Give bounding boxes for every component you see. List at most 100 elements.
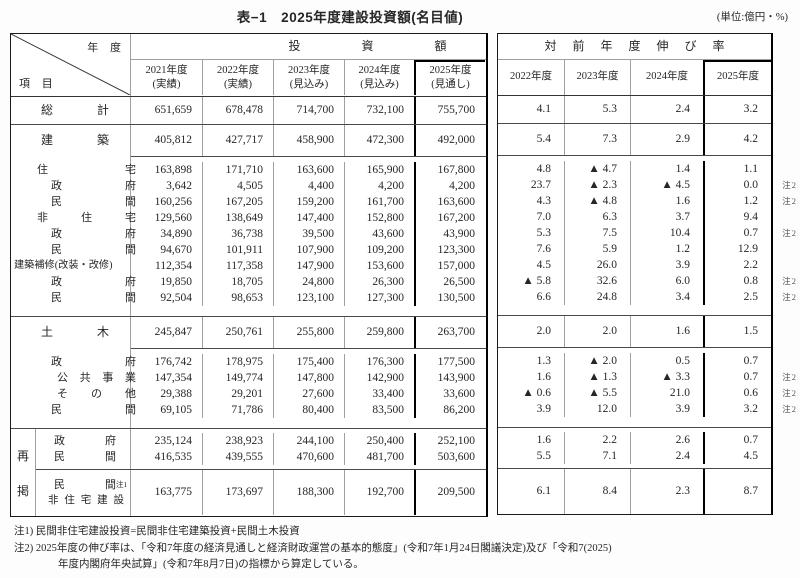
investment-value: 755,700 [414,97,485,124]
year-header-row: 2022年度 2023年度 2024年度 2025年度 [498,60,771,95]
note2-ref: 注2 [782,292,797,302]
growth-value: 7.0 [536,211,551,223]
diagonal-divider-icon [11,34,130,95]
repost-block: 政 府民 間 235,124 238,923 244,100 250,400 252,10… [36,429,486,470]
row-label: 政 府 [51,276,136,288]
investment-value: 112,354 [155,260,192,272]
investment-value: 19,850 [160,276,192,288]
row-label: 政 府 [51,180,136,192]
row-label-line: 民 間 [11,242,136,258]
repost-side-label: 再掲 [11,429,36,516]
investment-value: 26,300 [344,274,414,290]
table-row: ▲ 0.6 ▲ 5.5 21.0 0.6 注2 [498,385,796,401]
growth-value: 2.9 [630,124,703,155]
investment-value: 503,600 [414,449,485,465]
growth-value: 5.3 [536,227,551,239]
footnote-1: 注1) 民間非住宅建設投資=民間非住宅建築投資+民間土木投資 [14,526,300,537]
investment-value: 161,700 [344,194,414,210]
growth-value: 5.3 [564,96,630,123]
label-column: 民 間注1 非住宅建設 [36,470,131,516]
table-row: 3.9 12.0 3.9 3.2 注2 [498,401,796,417]
investment-value: 153,600 [344,258,414,274]
investment-value: 83,500 [344,402,414,418]
investment-value: 160,256 [154,196,192,208]
investment-value: 36,738 [202,226,273,242]
growth-value: 26.0 [564,257,630,273]
growth-value: 3.9 [630,401,703,417]
investment-value: 416,535 [154,451,192,463]
growth-value: 21.0 [630,385,703,401]
growth-value: 1.6 [630,316,703,347]
header-line1: 2025年度 [429,65,472,76]
investment-value: 129,560 [154,212,192,224]
note1-ref: 注1 [116,480,128,489]
growth-value: 4.5 [536,259,551,271]
table-row: 4.3 ▲ 4.8 1.6 1.2 注2 [498,193,796,209]
investment-value: 244,100 [273,433,344,449]
growth-value: 4.2 [703,124,771,155]
investment-value: 4,200 [414,178,485,194]
year-column-header: 2025年度 [703,60,771,95]
note2-ref: 注2 [782,196,797,206]
label-column: 政 府民 間 [36,429,131,469]
data-column: 245,847 250,761 255,800 259,800 263,700 176,7… [131,317,486,428]
row-label-line: 政 府 [11,178,136,194]
row-label-line: 政 府 [36,433,130,449]
footnotes: 注1) 民間非住宅建設投資=民間非住宅建築投資+民間土木投資 注2) 2025年… [14,524,612,574]
growth-value: 9.4 [703,209,771,225]
investment-value: 405,812 [154,134,192,146]
investment-value: 714,700 [273,97,344,124]
row-label-line: 非住宅建設 [36,493,130,508]
detail-block: 163,898 171,710 163,600 165,900 167,800 3,642… [131,157,486,316]
growth-value: 0.8 [703,273,771,289]
growth-value: 3.7 [630,209,703,225]
year-column-header: 2024年度 (見込み) [344,60,414,95]
detail-labels: 政 府公共事業そ の 他民 間 [11,349,136,428]
header-line2: (見込み) [289,78,329,90]
table-row: 23.7 ▲ 2.3 ▲ 4.5 0.0 注2 [498,177,796,193]
corner-cell: 年 度 項 目 [11,34,131,96]
year-column-header: 2025年度 (見通し) [414,60,485,95]
year-header-row: 2021年度 (実績) 2022年度 (実績) 2023年度 (見込み) 2024年度 (見込… [131,60,486,95]
data-column: 235,124 238,923 244,100 250,400 252,100 416,5… [131,429,486,469]
investment-value: 43,600 [344,226,414,242]
row-label-line: 公共事業 [11,370,136,386]
repost-label-char: 再 [16,448,29,463]
growth-value: 2.6 [630,432,703,448]
investment-value: 98,653 [202,290,273,306]
header-line1: 2024年度 [358,65,401,76]
growth-value: 1.3 [536,355,551,367]
year-column-header: 2024年度 [630,60,703,95]
investment-value: 427,717 [202,125,273,156]
table-row: 5.3 7.5 10.4 0.7 注2 [498,225,796,241]
table-row: 3,642 4,505 4,400 4,200 4,200 [131,178,486,194]
growth-value: 0.7 [703,225,771,241]
investment-value: 92,504 [160,292,192,304]
table-row: 235,124 238,923 244,100 250,400 252,100 [131,433,486,449]
table-row: 176,742 178,975 175,400 176,300 177,500 [131,354,486,370]
investment-value: 29,388 [160,388,192,400]
year-column-header: 2023年度 [564,60,630,95]
group-label: 土 木 [11,317,130,349]
investment-value: 167,200 [414,210,485,226]
row-label-line: 建築補修(改装・改修) [11,258,130,274]
investment-value: 147,900 [273,258,344,274]
note2-ref: 注2 [782,180,797,190]
repost-block: 1.6 2.2 2.6 0.7 5.5 7.1 2.4 4.5 [498,428,771,469]
table-row: 4.5 26.0 3.9 2.2 [498,257,771,273]
growth-value: 3.2 [703,401,771,417]
growth-value: ▲ 5.5 [564,385,630,401]
row-label-line: 政 府 [11,274,136,290]
growth-value: 6.1 [536,485,551,497]
investment-value: 159,200 [273,194,344,210]
growth-value: 1.1 [703,161,771,177]
row-label-line: 民 間 [11,402,136,418]
row-label-line: 民 間 [36,449,130,465]
table-section: 2.0 2.0 1.6 1.5 1.3 ▲ 2.0 0.5 0.7 1.6 ▲ 1.3 ▲ 3.3 0… [498,316,796,428]
growth-value: 2.3 [630,469,703,514]
investment-value: 252,100 [414,433,485,449]
table-section: 土 木政 府公共事業そ の 他民 間 245,847 250,761 255,800 2… [11,317,486,429]
row-label: 民 間 [51,244,136,256]
table-body: 4.1 5.3 2.4 3.2 5.4 7.3 2.9 4.2 4.8 ▲ 4.7 1.4 1.1 23… [498,96,796,514]
row-label: 非 住 宅 [37,212,136,224]
